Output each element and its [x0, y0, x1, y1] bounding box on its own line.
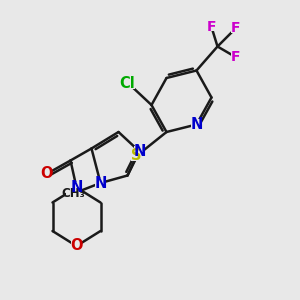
Text: N: N [70, 180, 83, 195]
Text: N: N [133, 144, 146, 159]
Text: O: O [40, 167, 53, 182]
FancyBboxPatch shape [231, 24, 240, 33]
FancyBboxPatch shape [66, 189, 81, 198]
FancyBboxPatch shape [71, 182, 82, 193]
Text: O: O [70, 238, 83, 253]
FancyBboxPatch shape [207, 23, 216, 31]
FancyBboxPatch shape [134, 146, 145, 157]
FancyBboxPatch shape [131, 151, 142, 161]
Text: N: N [190, 117, 203, 132]
Text: F: F [231, 22, 240, 35]
FancyBboxPatch shape [120, 79, 135, 89]
Text: CH₃: CH₃ [61, 187, 85, 200]
Text: F: F [207, 20, 216, 34]
FancyBboxPatch shape [191, 119, 202, 130]
Text: N: N [94, 176, 107, 190]
FancyBboxPatch shape [231, 53, 240, 61]
FancyBboxPatch shape [95, 178, 106, 188]
Text: S: S [131, 148, 142, 164]
FancyBboxPatch shape [42, 169, 51, 178]
Text: F: F [231, 50, 240, 64]
Text: Cl: Cl [120, 76, 135, 92]
FancyBboxPatch shape [71, 241, 82, 251]
